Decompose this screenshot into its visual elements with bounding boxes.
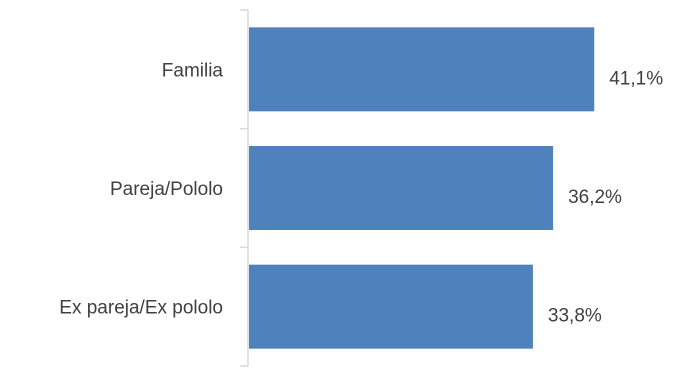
axis-layer [240,9,249,367]
data-label: 36,2% [568,187,622,208]
bar-pareja-pololo [249,146,554,230]
bar-familia [249,27,595,112]
category-label: Ex pareja/Ex pololo [59,298,223,319]
bars-layer [249,27,595,349]
category-label: Familia [162,60,224,81]
bar-ex-pareja-ex-pololo [249,264,533,349]
data-label: 33,8% [548,306,602,327]
data-label: 41,1% [609,68,663,89]
category-label: Pareja/Pololo [110,179,223,200]
labels-layer: Familia 41,1% Pareja/Pololo 36,2% Ex pareja/… [59,60,663,326]
